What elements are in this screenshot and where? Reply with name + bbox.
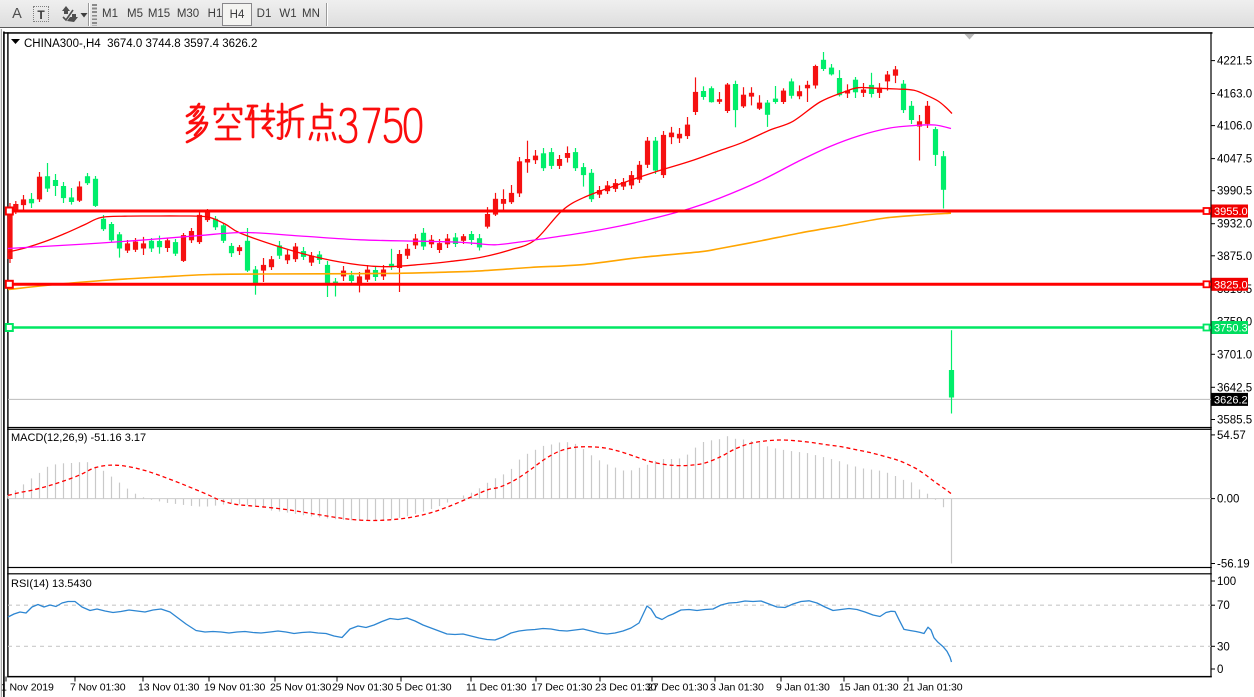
svg-text:19 Nov 01:30: 19 Nov 01:30 — [204, 682, 266, 694]
svg-text:15 Jan 01:30: 15 Jan 01:30 — [839, 682, 899, 694]
svg-text:54.57: 54.57 — [1217, 430, 1246, 442]
svg-text:25 Nov 01:30: 25 Nov 01:30 — [270, 682, 332, 694]
svg-text:3825.0: 3825.0 — [1214, 279, 1248, 291]
svg-text:3990.5: 3990.5 — [1217, 186, 1252, 198]
svg-text:3955.0: 3955.0 — [1214, 206, 1248, 218]
svg-text:1 Nov 2019: 1 Nov 2019 — [1, 682, 54, 694]
svg-text:5 Dec 01:30: 5 Dec 01:30 — [396, 682, 452, 694]
svg-text:21 Jan 01:30: 21 Jan 01:30 — [903, 682, 963, 694]
svg-text:29 Nov 01:30: 29 Nov 01:30 — [332, 682, 394, 694]
svg-text:MACD(12,26,9) -51.16 3.17: MACD(12,26,9) -51.16 3.17 — [11, 432, 146, 444]
svg-text:4163.0: 4163.0 — [1217, 89, 1252, 101]
svg-text:0: 0 — [1217, 664, 1223, 676]
svg-text:3932.0: 3932.0 — [1217, 219, 1252, 231]
svg-text:30: 30 — [1217, 641, 1230, 653]
svg-text:0.00: 0.00 — [1217, 494, 1239, 506]
svg-text:-56.19: -56.19 — [1217, 559, 1250, 571]
svg-text:3701.0: 3701.0 — [1217, 349, 1252, 361]
svg-text:9 Jan 01:30: 9 Jan 01:30 — [776, 682, 830, 694]
svg-text:3642.5: 3642.5 — [1217, 382, 1252, 394]
svg-text:3750.3: 3750.3 — [1214, 323, 1248, 335]
svg-text:3585.5: 3585.5 — [1217, 415, 1252, 427]
svg-text:3875.0: 3875.0 — [1217, 251, 1252, 263]
svg-text:13 Nov 01:30: 13 Nov 01:30 — [138, 682, 200, 694]
svg-text:CHINA300-,H4 3674.0 3744.8 35: CHINA300-,H4 3674.0 3744.8 3597.4 3626.2 — [24, 38, 257, 50]
svg-text:17 Dec 01:30: 17 Dec 01:30 — [531, 682, 593, 694]
svg-text:4047.5: 4047.5 — [1217, 154, 1252, 166]
svg-text:4221.5: 4221.5 — [1217, 56, 1252, 68]
svg-text:3 Jan 01:30: 3 Jan 01:30 — [710, 682, 764, 694]
svg-text:23 Dec 01:30: 23 Dec 01:30 — [595, 682, 657, 694]
svg-text:70: 70 — [1217, 600, 1230, 612]
svg-text:RSI(14) 13.5430: RSI(14) 13.5430 — [11, 578, 92, 590]
svg-text:3626.2: 3626.2 — [1214, 394, 1248, 406]
svg-text:27 Dec 01:30: 27 Dec 01:30 — [647, 682, 709, 694]
svg-text:7 Nov 01:30: 7 Nov 01:30 — [70, 682, 126, 694]
svg-text:11 Dec 01:30: 11 Dec 01:30 — [466, 682, 527, 694]
svg-text:4106.0: 4106.0 — [1217, 121, 1252, 133]
svg-text:100: 100 — [1217, 576, 1236, 588]
